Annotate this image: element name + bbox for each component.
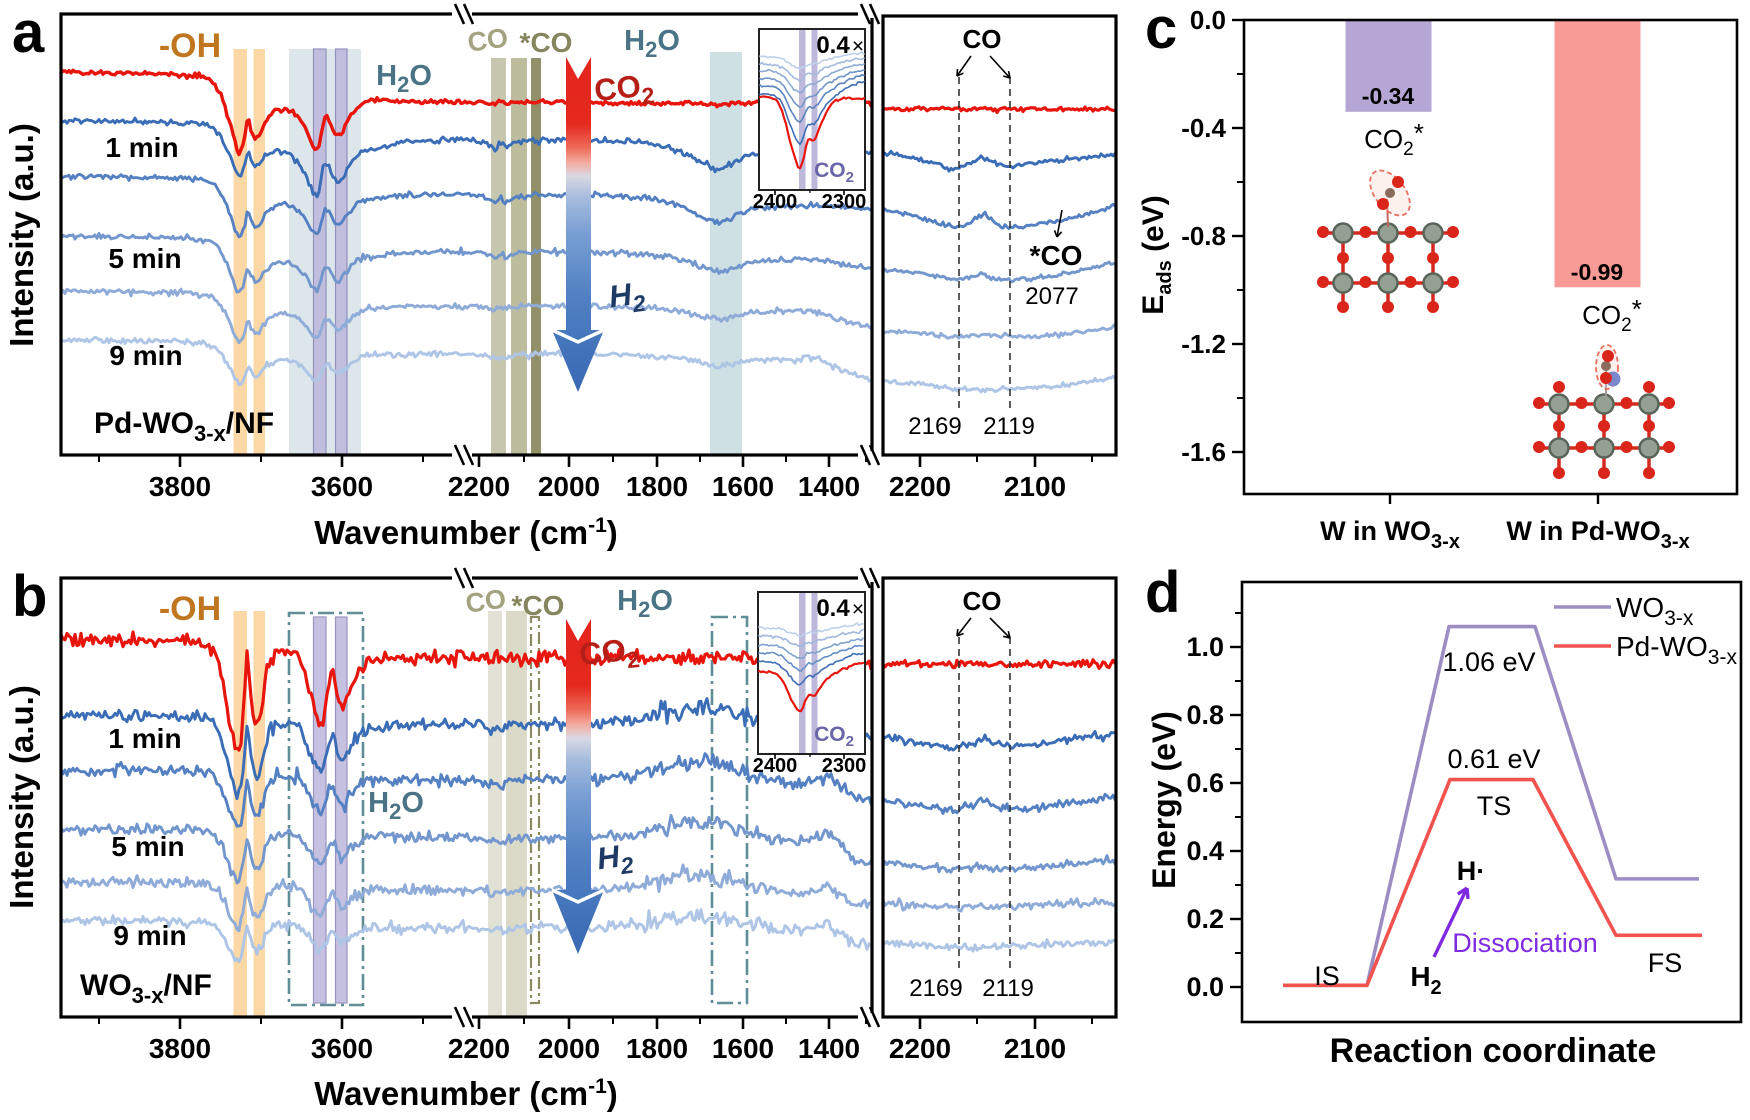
svg-text:*CO: *CO [1030,240,1083,271]
svg-text:0.6: 0.6 [1186,768,1224,798]
svg-text:2200: 2200 [448,471,510,502]
svg-text:H2O: H2O [617,585,673,622]
svg-text:2300: 2300 [822,755,867,777]
svg-text:CO2: CO2 [578,631,641,678]
svg-text:d: d [1145,560,1180,625]
svg-text:1600: 1600 [712,471,774,502]
svg-text:Intensity (a.u.): Intensity (a.u.) [3,685,40,909]
svg-text:2000: 2000 [538,1033,600,1064]
svg-text:2169: 2169 [908,413,961,440]
svg-text:-OH: -OH [159,27,221,65]
svg-text:CO2*: CO2* [1364,118,1424,160]
svg-text:Wavenumber (cm-1): Wavenumber (cm-1) [314,514,618,551]
svg-text:1 min: 1 min [105,132,178,163]
svg-text:-1.2: -1.2 [1181,329,1226,359]
svg-text:W in WO3-x: W in WO3-x [1320,516,1460,553]
svg-text:-0.8: -0.8 [1181,221,1226,251]
svg-text:3800: 3800 [149,471,211,502]
svg-text:Wavenumber (cm-1): Wavenumber (cm-1) [314,1075,618,1112]
svg-text:Reaction coordinate: Reaction coordinate [1330,1032,1657,1070]
svg-text:IS: IS [1314,961,1340,991]
svg-text:9 min: 9 min [109,340,182,371]
svg-text:-0.99: -0.99 [1571,259,1623,285]
svg-text:0.2: 0.2 [1186,904,1224,934]
svg-text:H2O: H2O [368,787,424,824]
svg-text:-0.4: -0.4 [1181,113,1226,143]
svg-text:Eads (eV): Eads (eV) [1137,195,1176,315]
svg-text:0.4: 0.4 [816,32,850,59]
svg-text:5 min: 5 min [111,831,184,862]
svg-text:CO: CO [963,586,1002,616]
svg-text:Energy (eV): Energy (eV) [1146,711,1182,889]
svg-text:2200: 2200 [889,471,951,502]
svg-text:2400: 2400 [753,191,798,213]
svg-text:0.0: 0.0 [1190,5,1226,35]
svg-text:Dissociation: Dissociation [1452,928,1598,958]
svg-text:1400: 1400 [798,471,860,502]
svg-text:1400: 1400 [798,1033,860,1064]
svg-text:-0.34: -0.34 [1362,83,1415,109]
svg-text:Pd-WO3-x: Pd-WO3-x [1616,631,1737,669]
svg-text:2300: 2300 [822,191,867,213]
svg-text:*CO: *CO [512,590,565,621]
svg-text:×: × [852,35,864,58]
svg-text:2200: 2200 [448,1033,510,1064]
svg-text:CO: CO [466,22,510,57]
svg-text:3600: 3600 [311,1033,373,1064]
svg-text:CO: CO [464,583,508,618]
svg-text:-1.6: -1.6 [1181,437,1226,467]
svg-text:b: b [12,564,47,629]
svg-text:9 min: 9 min [113,920,186,951]
svg-text:H2: H2 [595,837,636,883]
svg-text:3600: 3600 [311,471,373,502]
svg-text:H2: H2 [607,275,648,321]
svg-text:2100: 2100 [1004,1033,1066,1064]
svg-text:1800: 1800 [626,471,688,502]
svg-text:-OH: -OH [159,590,221,628]
svg-text:2169: 2169 [909,975,962,1002]
svg-text:H2O: H2O [624,25,680,62]
svg-text:1.0: 1.0 [1186,632,1224,662]
svg-text:0.0: 0.0 [1186,972,1224,1002]
svg-text:H2O: H2O [376,60,432,97]
svg-text:Intensity (a.u.): Intensity (a.u.) [3,123,40,347]
svg-text:2100: 2100 [1004,471,1066,502]
svg-text:2077: 2077 [1025,283,1078,310]
svg-text:×: × [852,598,864,621]
svg-text:WO3-x: WO3-x [1616,592,1694,630]
svg-text:H2: H2 [1410,961,1441,999]
svg-text:WO3-x/NF: WO3-x/NF [80,969,212,1008]
svg-text:2400: 2400 [753,755,798,777]
svg-text:2000: 2000 [538,471,600,502]
svg-text:1600: 1600 [712,1033,774,1064]
svg-text:3800: 3800 [149,1033,211,1064]
svg-text:0.4: 0.4 [816,595,850,622]
svg-text:CO2*: CO2* [1582,294,1642,336]
svg-text:1800: 1800 [626,1033,688,1064]
svg-text:0.4: 0.4 [1186,836,1224,866]
svg-text:*CO: *CO [520,27,573,58]
svg-text:c: c [1145,0,1177,61]
svg-text:1 min: 1 min [108,723,181,754]
svg-text:CO: CO [963,24,1002,54]
svg-text:0.8: 0.8 [1186,700,1224,730]
svg-text:W in Pd-WO3-x: W in Pd-WO3-x [1506,516,1689,553]
svg-text:a: a [12,0,45,65]
svg-text:0.61 eV: 0.61 eV [1447,744,1540,774]
svg-text:FS: FS [1648,948,1683,978]
svg-text:CO2: CO2 [593,67,656,114]
svg-text:1.06 eV: 1.06 eV [1442,647,1535,677]
svg-text:Pd-WO3-x/NF: Pd-WO3-x/NF [94,407,274,446]
svg-text:2119: 2119 [983,413,1035,440]
svg-text:2200: 2200 [889,1033,951,1064]
svg-text:2119: 2119 [982,975,1034,1002]
svg-text:5 min: 5 min [108,243,181,274]
svg-text:H·: H· [1457,856,1486,886]
svg-text:TS: TS [1477,791,1512,821]
